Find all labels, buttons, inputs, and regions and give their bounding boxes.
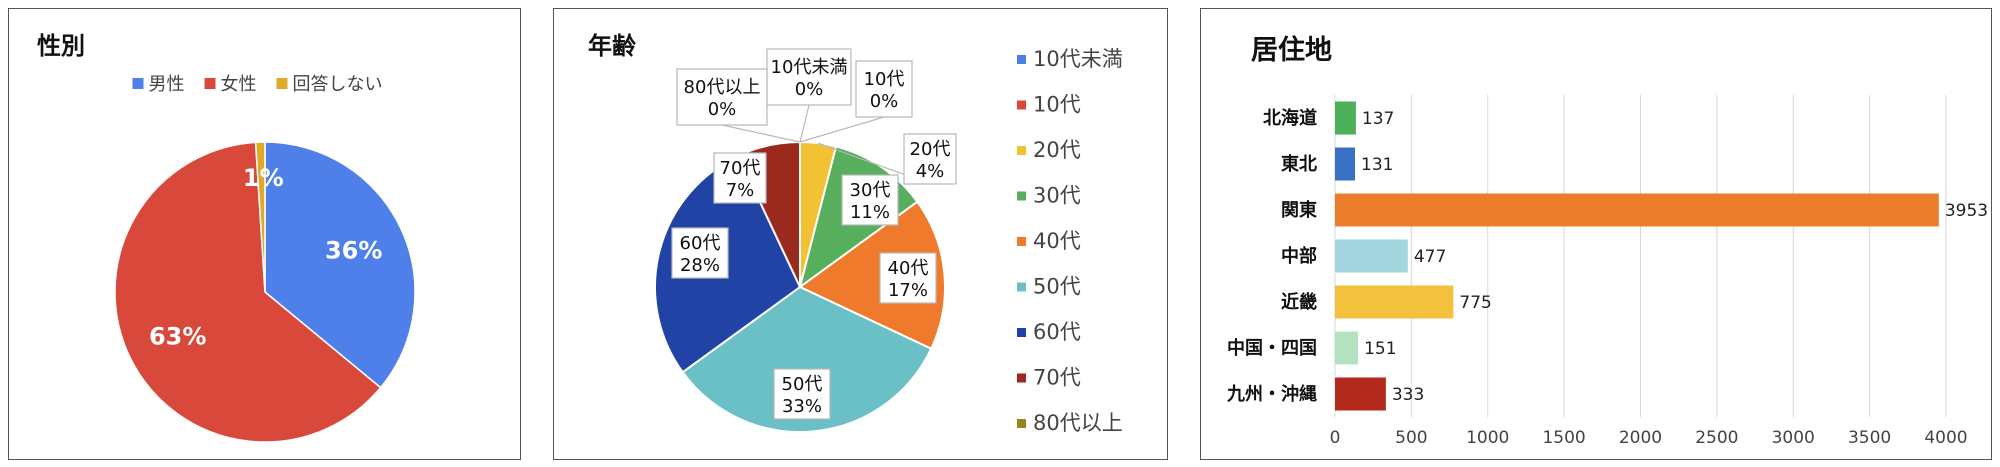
age-legend-label-item-5: 50代 bbox=[1033, 275, 1081, 299]
age-legend-label-item-8: 80代以上 bbox=[1033, 411, 1123, 435]
gender-slice-item-1 bbox=[114, 141, 382, 443]
age-slice-item-5 bbox=[681, 285, 933, 433]
gender-legend-swatch-item-1 bbox=[204, 78, 216, 89]
age-callout-leader-item-1 bbox=[799, 116, 885, 143]
age-callout-leader-item-0 bbox=[799, 104, 810, 143]
age-callout-leader-item-8 bbox=[721, 124, 801, 143]
age-callout-label-item-2: 20代 4% bbox=[910, 139, 951, 182]
age-callout-box-item-1 bbox=[855, 60, 913, 118]
category-label-item-0: 北海道 bbox=[1263, 107, 1317, 129]
bar-value-label-item-6: 333 bbox=[1392, 385, 1424, 405]
age-chart-title: 年齢 bbox=[588, 32, 637, 60]
gender-legend-swatch-item-2 bbox=[276, 78, 288, 89]
category-label-item-5: 中国・四国 bbox=[1227, 337, 1317, 359]
age-legend-swatch-item-8 bbox=[1017, 419, 1026, 428]
age-legend-label-item-3: 30代 bbox=[1033, 184, 1081, 208]
bar-value-label-item-3: 477 bbox=[1414, 247, 1446, 267]
age-chart-panel: 年齢 10代未満 0% 10代 0% 20代 4% 30代 11% 40代 17% 50代 33% 60… bbox=[553, 8, 1168, 460]
age-callout-box-item-0 bbox=[766, 48, 852, 106]
gender-slice-label-item-2: 1% bbox=[243, 164, 284, 192]
gender-chart-panel: 性別 男性 女性 回答しない 36% 63% 1% bbox=[8, 8, 521, 460]
age-callout-box-item-4 bbox=[879, 252, 937, 304]
age-legend-swatch-item-1 bbox=[1017, 100, 1026, 110]
bar-item-3 bbox=[1335, 239, 1408, 273]
bar-item-4 bbox=[1335, 285, 1454, 319]
age-callout-label-item-1: 10代 0% bbox=[864, 69, 905, 112]
gender-legend-label-item-1: 女性 bbox=[221, 74, 257, 95]
x-tick-label-item-1: 500 bbox=[1395, 428, 1427, 448]
bar-item-0 bbox=[1335, 101, 1356, 135]
bar-item-5 bbox=[1335, 331, 1359, 365]
x-tick-label-item-7: 3500 bbox=[1848, 428, 1891, 448]
age-callout-label-item-8: 80代以上 0% bbox=[684, 77, 761, 120]
bar-item-2 bbox=[1335, 193, 1939, 227]
category-label-item-6: 九州・沖縄 bbox=[1226, 383, 1317, 405]
age-legend-label-item-6: 60代 bbox=[1033, 320, 1081, 344]
gender-legend-swatch-item-0 bbox=[132, 78, 144, 89]
age-legend-swatch-item-5 bbox=[1017, 282, 1026, 292]
age-legend-swatch-item-4 bbox=[1017, 237, 1026, 246]
category-label-item-1: 東北 bbox=[1281, 153, 1317, 175]
bar-value-label-item-1: 131 bbox=[1361, 155, 1393, 175]
x-tick-label-item-0: 0 bbox=[1330, 428, 1341, 448]
gender-legend-label-item-0: 男性 bbox=[149, 74, 185, 95]
age-callout-label-item-0: 10代未満 0% bbox=[771, 57, 848, 100]
category-label-item-3: 中部 bbox=[1281, 245, 1317, 267]
gender-slice-item-0 bbox=[264, 141, 416, 389]
age-callout-box-item-2 bbox=[903, 133, 957, 185]
age-callout-label-item-5: 50代 33% bbox=[782, 374, 823, 417]
x-tick-label-item-2: 1000 bbox=[1466, 428, 1509, 448]
age-callout-box-item-5 bbox=[773, 368, 831, 420]
bar-item-6 bbox=[1335, 377, 1386, 411]
age-legend-label-item-4: 40代 bbox=[1033, 229, 1081, 253]
age-callout-label-item-7: 70代 7% bbox=[720, 158, 761, 201]
bar-item-1 bbox=[1335, 147, 1356, 181]
age-callout-box-item-6 bbox=[671, 227, 729, 279]
gender-chart-title: 性別 bbox=[37, 32, 85, 60]
x-tick-label-item-5: 2500 bbox=[1695, 428, 1738, 448]
gender-pie-chart: 性別 男性 女性 回答しない 36% 63% 1% bbox=[37, 32, 416, 443]
residence-bar-chart: 居住地 137 131 3953 477 775 151 333 北海道東北関東中部近畿中国… bbox=[1226, 34, 1988, 448]
x-tick-label-item-6: 3000 bbox=[1772, 428, 1815, 448]
gender-slice-label-item-0: 36% bbox=[325, 236, 382, 264]
category-label-item-2: 関東 bbox=[1281, 199, 1317, 221]
age-legend-swatch-item-2 bbox=[1017, 146, 1026, 155]
x-tick-label-item-3: 1500 bbox=[1542, 428, 1585, 448]
age-legend-label-item-0: 10代未満 bbox=[1033, 47, 1123, 71]
age-callout-label-item-6: 60代 28% bbox=[680, 233, 721, 276]
age-legend-swatch-item-7 bbox=[1017, 373, 1026, 383]
age-legend-label-item-1: 10代 bbox=[1033, 93, 1081, 117]
x-tick-label-item-4: 2000 bbox=[1619, 428, 1662, 448]
gender-legend-label-item-2: 回答しない bbox=[293, 74, 383, 95]
residence-chart-title: 居住地 bbox=[1251, 34, 1332, 66]
age-slice-item-4 bbox=[798, 200, 946, 351]
bar-value-label-item-5: 151 bbox=[1364, 339, 1396, 359]
residence-chart-panel: 居住地 137 131 3953 477 775 151 333 北海道東北関東中部近畿中国… bbox=[1200, 8, 1992, 460]
gender-slice-label-item-1: 63% bbox=[149, 322, 206, 350]
age-callout-box-item-7 bbox=[713, 152, 767, 204]
age-callout-box-item-8 bbox=[676, 68, 768, 126]
age-legend-swatch-item-3 bbox=[1017, 191, 1026, 201]
bar-value-label-item-4: 775 bbox=[1459, 293, 1491, 313]
age-legend-swatch-item-6 bbox=[1017, 328, 1026, 337]
age-callout-label-item-4: 40代 17% bbox=[888, 258, 929, 301]
bar-value-label-item-0: 137 bbox=[1362, 109, 1394, 129]
gender-slice-item-2 bbox=[254, 141, 266, 293]
category-label-item-4: 近畿 bbox=[1281, 291, 1317, 313]
age-legend-swatch-item-0 bbox=[1017, 55, 1026, 64]
bar-value-label-item-2: 3953 bbox=[1945, 201, 1988, 221]
age-legend-label-item-7: 70代 bbox=[1033, 366, 1081, 390]
x-tick-label-item-8: 4000 bbox=[1924, 428, 1967, 448]
age-callout-label-item-3: 30代 11% bbox=[850, 180, 891, 223]
age-legend-label-item-2: 20代 bbox=[1033, 138, 1081, 162]
age-callout-box-item-3 bbox=[841, 174, 899, 226]
age-pie-chart: 年齢 10代未満 0% 10代 0%20代 4% 30代 11% 40代 17% 50代 33% 60… bbox=[588, 32, 1123, 435]
